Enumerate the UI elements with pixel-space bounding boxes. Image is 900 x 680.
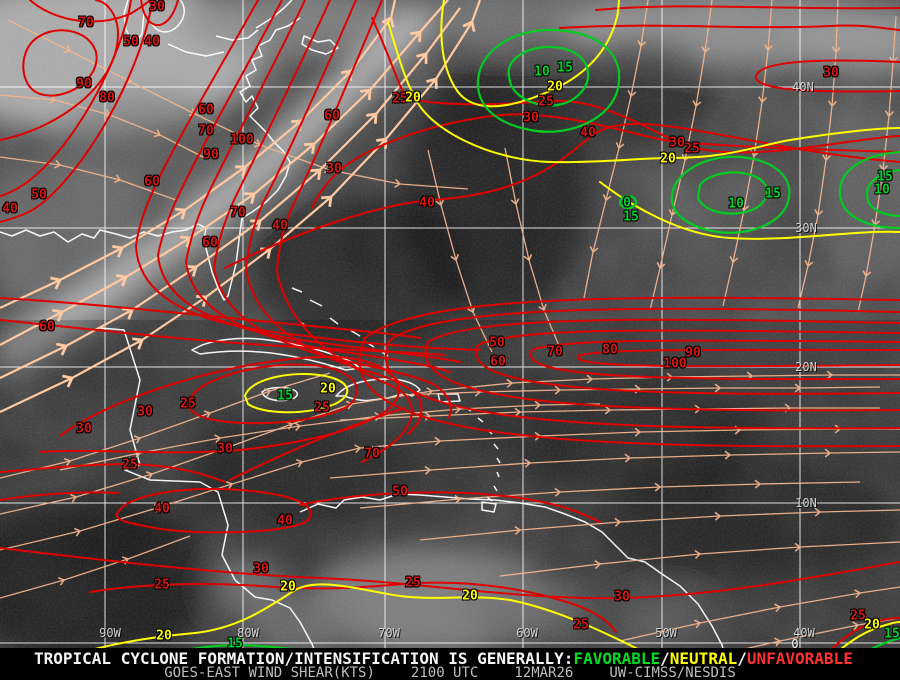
- favorable-text: FAVORABLE: [573, 649, 661, 668]
- separator-2: /: [737, 649, 747, 668]
- satellite-map: 70 30 50 40 90 80 60 70 100 90 60 50 40 60 30 40 25 20 25 3…: [0, 0, 900, 652]
- valid-date: 12MAR26: [514, 665, 574, 680]
- unfavorable-text: UNFAVORABLE: [746, 649, 853, 668]
- contour-layer-yellow: [87, 0, 900, 650]
- contour-layer-green: [181, 28, 900, 650]
- neutral-text: NEUTRAL: [669, 649, 738, 668]
- status-banner: TROPICAL CYCLONE FORMATION/INTENSIFICATI…: [0, 648, 900, 680]
- valid-time: 2100 UTC: [410, 665, 479, 680]
- contour-layer-red: [0, 0, 900, 650]
- formation-status-line: TROPICAL CYCLONE FORMATION/INTENSIFICATI…: [34, 649, 853, 668]
- separator-1: /: [660, 649, 670, 668]
- jet-streamline-layer: [0, 0, 482, 413]
- product-credit-line: GOES-EAST WIND SHEAR(KTS) 2100 UTC 12MAR…: [0, 665, 900, 680]
- status-prefix-text: TROPICAL CYCLONE FORMATION/INTENSIFICATI…: [34, 649, 574, 668]
- product-name: GOES-EAST WIND SHEAR(KTS): [164, 665, 375, 680]
- cloud-layer: [0, 0, 900, 650]
- credit-text: UW-CIMSS/NESDIS: [609, 665, 736, 680]
- map-canvas: [0, 0, 900, 650]
